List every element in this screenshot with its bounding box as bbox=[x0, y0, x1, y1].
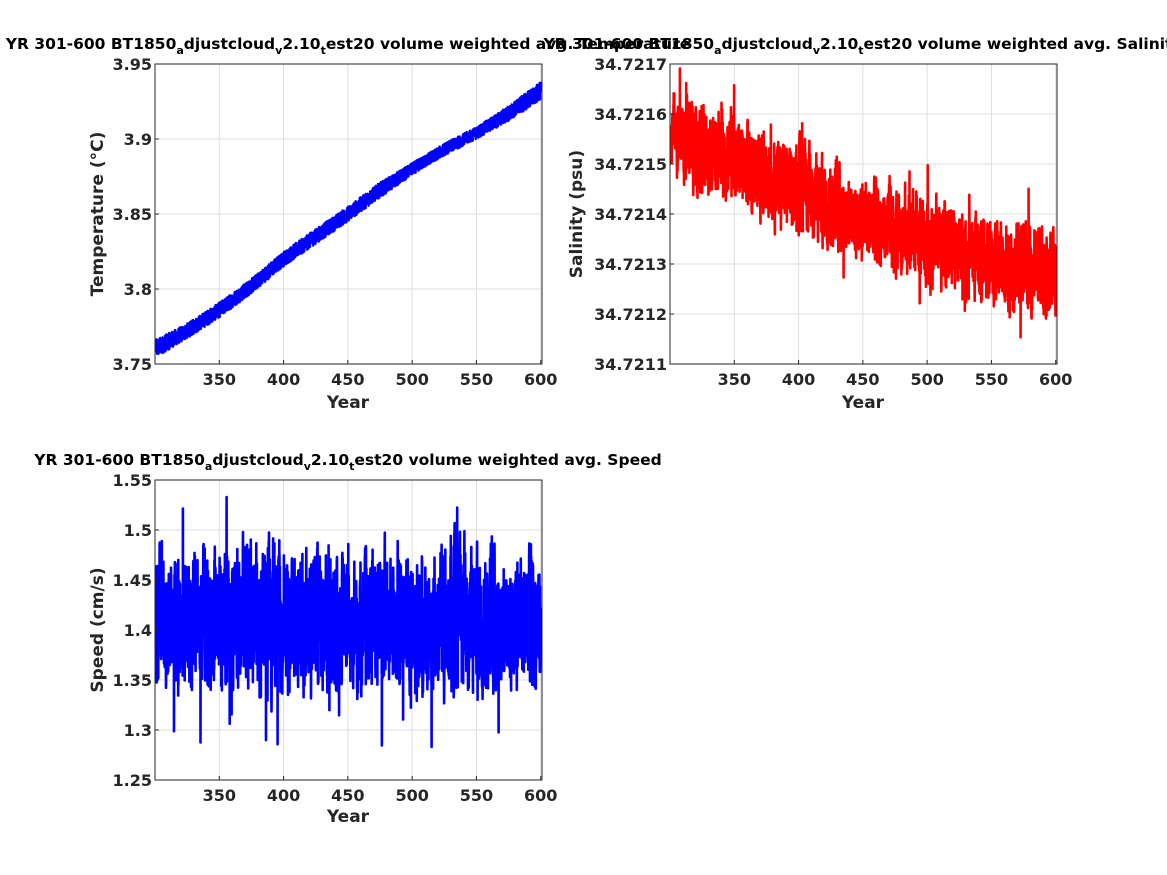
ticks-speed: 350 400 450 500 550 600 1.25 1.3 1.35 1.4 1.45 1.5 1… bbox=[113, 471, 558, 805]
x-tick-label-speed: 600 bbox=[524, 786, 557, 805]
y-tick-label-temperature: 3.95 bbox=[113, 55, 152, 74]
x-tick-label-temperature: 600 bbox=[524, 370, 557, 389]
x-tick-label-temperature: 500 bbox=[395, 370, 428, 389]
x-axis-label-temperature: Year bbox=[326, 393, 370, 413]
y-tick-label-salinity: 34.7214 bbox=[594, 205, 667, 224]
x-tick-label-temperature: 400 bbox=[267, 370, 300, 389]
x-tick-label-speed: 350 bbox=[203, 786, 236, 805]
x-tick-label-salinity: 500 bbox=[910, 370, 943, 389]
y-tick-label-speed: 1.25 bbox=[113, 771, 152, 790]
title-speed: YR 301-600 BT1850adjustcloudv2.10test20 … bbox=[33, 451, 661, 473]
series-line-salinity bbox=[669, 67, 1057, 339]
y-tick-label-salinity: 34.7217 bbox=[594, 55, 667, 74]
panel-speed: 350 400 450 500 550 600 1.25 1.3 1.35 1.4 1.45 1.5 1… bbox=[33, 451, 661, 827]
y-tick-label-speed: 1.55 bbox=[113, 471, 152, 490]
ticks-salinity: 350 400 450 500 550 600 34.7211 34.7212 34.7213 3… bbox=[594, 55, 1072, 389]
series-speed bbox=[155, 495, 542, 749]
x-tick-label-speed: 550 bbox=[460, 786, 493, 805]
y-axis-label-speed: Speed (cm/s) bbox=[88, 567, 108, 692]
y-tick-label-temperature: 3.9 bbox=[124, 130, 152, 149]
title-salinity: YR 301-600 BT1850adjustcloudv2.10test20 … bbox=[542, 35, 1167, 57]
series-line-speed bbox=[155, 495, 542, 749]
x-tick-label-speed: 400 bbox=[267, 786, 300, 805]
ticks-temperature: 350 400 450 500 550 600 3.75 3.8 3.85 3.9 3.95 bbox=[113, 55, 558, 389]
y-tick-label-salinity: 34.7213 bbox=[594, 255, 667, 274]
x-tick-label-salinity: 400 bbox=[782, 370, 815, 389]
x-axis-label-speed: Year bbox=[326, 807, 370, 827]
series-salinity bbox=[669, 67, 1057, 339]
x-tick-label-salinity: 450 bbox=[846, 370, 879, 389]
y-tick-label-speed: 1.3 bbox=[124, 721, 152, 740]
x-tick-label-temperature: 550 bbox=[460, 370, 493, 389]
y-tick-label-salinity: 34.7216 bbox=[594, 105, 667, 124]
x-tick-label-speed: 500 bbox=[395, 786, 428, 805]
series-line-temperature bbox=[155, 81, 542, 356]
x-tick-label-temperature: 350 bbox=[203, 370, 236, 389]
y-tick-label-speed: 1.35 bbox=[113, 671, 152, 690]
x-tick-label-salinity: 350 bbox=[718, 370, 751, 389]
x-tick-label-speed: 450 bbox=[331, 786, 364, 805]
y-tick-label-temperature: 3.85 bbox=[113, 205, 152, 224]
y-tick-label-salinity: 34.7211 bbox=[594, 355, 667, 374]
x-axis-label-salinity: Year bbox=[841, 393, 885, 413]
y-tick-label-temperature: 3.75 bbox=[113, 355, 152, 374]
y-tick-label-speed: 1.45 bbox=[113, 571, 152, 590]
x-tick-label-temperature: 450 bbox=[331, 370, 364, 389]
y-tick-label-salinity: 34.7212 bbox=[594, 305, 667, 324]
series-temperature bbox=[155, 81, 542, 356]
panel-salinity: 350 400 450 500 550 600 34.7211 34.7212 34.7213 3… bbox=[542, 35, 1167, 413]
y-axis-label-temperature: Temperature (°C) bbox=[88, 132, 108, 297]
y-tick-label-speed: 1.4 bbox=[124, 621, 152, 640]
title-temperature: YR 301-600 BT1850adjustcloudv2.10test20 … bbox=[5, 35, 691, 57]
y-tick-label-speed: 1.5 bbox=[124, 521, 152, 540]
y-tick-label-salinity: 34.7215 bbox=[594, 155, 667, 174]
y-axis-label-salinity: Salinity (psu) bbox=[567, 150, 587, 278]
y-tick-label-temperature: 3.8 bbox=[124, 280, 152, 299]
x-tick-label-salinity: 550 bbox=[975, 370, 1008, 389]
x-tick-label-salinity: 600 bbox=[1039, 370, 1072, 389]
